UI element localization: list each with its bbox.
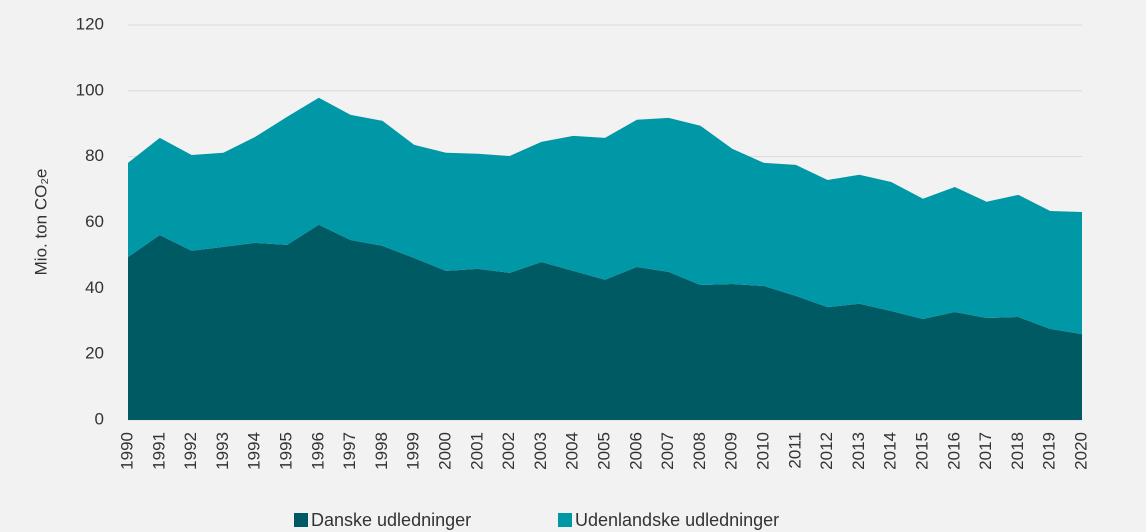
x-tick-label: 2005 (594, 432, 613, 470)
x-tick-label: 2011 (785, 432, 804, 469)
x-tick-label: 1994 (245, 432, 264, 470)
x-tick-label: 1991 (149, 432, 168, 470)
x-tick-label: 1992 (181, 432, 200, 470)
x-tick-label: 2000 (435, 432, 454, 470)
legend-label: Danske udledninger (311, 510, 471, 530)
x-tick-label: 2017 (976, 432, 995, 470)
y-tick-label: 100 (76, 80, 104, 99)
y-tick-label: 60 (85, 212, 104, 231)
y-tick-label: 40 (85, 278, 104, 297)
x-tick-label: 1996 (308, 432, 327, 470)
x-tick-label: 2019 (1040, 432, 1059, 470)
y-tick-label: 0 (95, 409, 104, 428)
x-tick-label: 2007 (658, 432, 677, 470)
x-tick-label: 1990 (117, 432, 136, 470)
area (128, 97, 1082, 335)
legend-swatch (294, 513, 308, 527)
x-tick-label: 2016 (944, 432, 963, 470)
legend-label: Udenlandske udledninger (575, 510, 779, 530)
x-tick-label: 1997 (340, 432, 359, 470)
x-tick-label: 2003 (531, 432, 550, 470)
x-tick-label: 2010 (753, 432, 772, 470)
x-tick-label: 2020 (1071, 432, 1090, 470)
x-tick-label: 2002 (499, 432, 518, 470)
x-tick-label: 2006 (626, 432, 645, 470)
area (128, 224, 1082, 420)
y-tick-label: 20 (85, 344, 104, 363)
legend-swatch (558, 513, 572, 527)
x-tick-label: 2001 (467, 432, 486, 470)
y-tick-label: 120 (76, 14, 104, 33)
x-tick-label: 2008 (690, 432, 709, 470)
x-tick-label: 2014 (881, 432, 900, 470)
x-tick-label: 1999 (404, 432, 423, 470)
x-tick-label: 1995 (276, 432, 295, 470)
x-tick-label: 1998 (372, 432, 391, 470)
x-tick-label: 2015 (912, 432, 931, 470)
y-tick-label: 80 (85, 146, 104, 165)
y-axis-label: Mio. ton CO₂e (31, 169, 50, 276)
x-tick-label: 2012 (817, 432, 836, 470)
x-tick-label: 2013 (849, 432, 868, 470)
x-tick-label: 1993 (213, 432, 232, 470)
x-tick-label: 2004 (563, 432, 582, 470)
x-tick-label: 2009 (722, 432, 741, 470)
x-tick-label: 2018 (1008, 432, 1027, 470)
